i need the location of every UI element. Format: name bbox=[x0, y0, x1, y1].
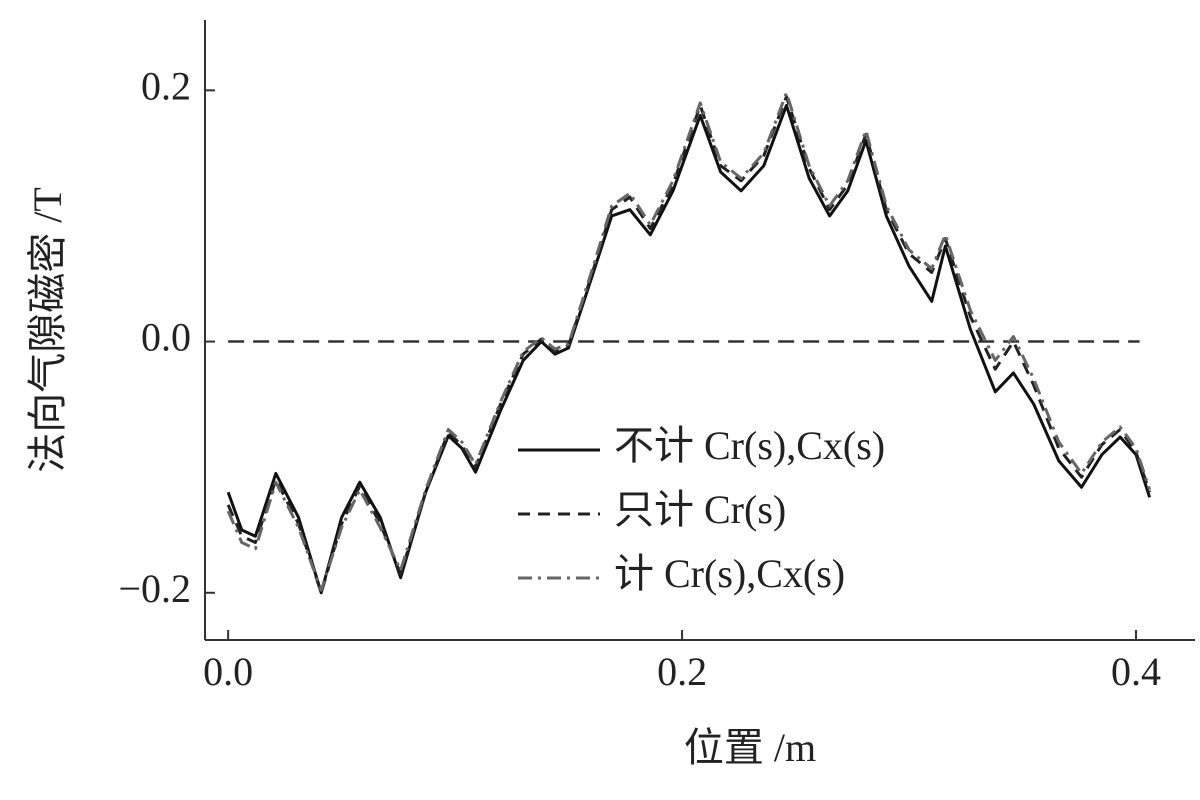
y-tick-label: 0.2 bbox=[141, 64, 191, 109]
y-tick-label: −0.2 bbox=[118, 566, 191, 611]
series-line bbox=[226, 103, 1152, 595]
x-tick-label: 0.4 bbox=[1111, 649, 1161, 694]
y-axis-label: 法向气隙磁密 /T bbox=[25, 187, 70, 473]
legend-label: 计 Cr(s),Cx(s) bbox=[614, 551, 845, 596]
y-tick-label: 0.0 bbox=[141, 315, 191, 360]
legend-label: 只计 Cr(s) bbox=[614, 487, 786, 532]
legend-label: 不计 Cr(s),Cx(s) bbox=[614, 423, 885, 468]
x-tick-label: 0.2 bbox=[657, 649, 707, 694]
x-tick-label: 0.0 bbox=[203, 649, 253, 694]
x-axis-label: 位置 /m bbox=[684, 725, 816, 770]
